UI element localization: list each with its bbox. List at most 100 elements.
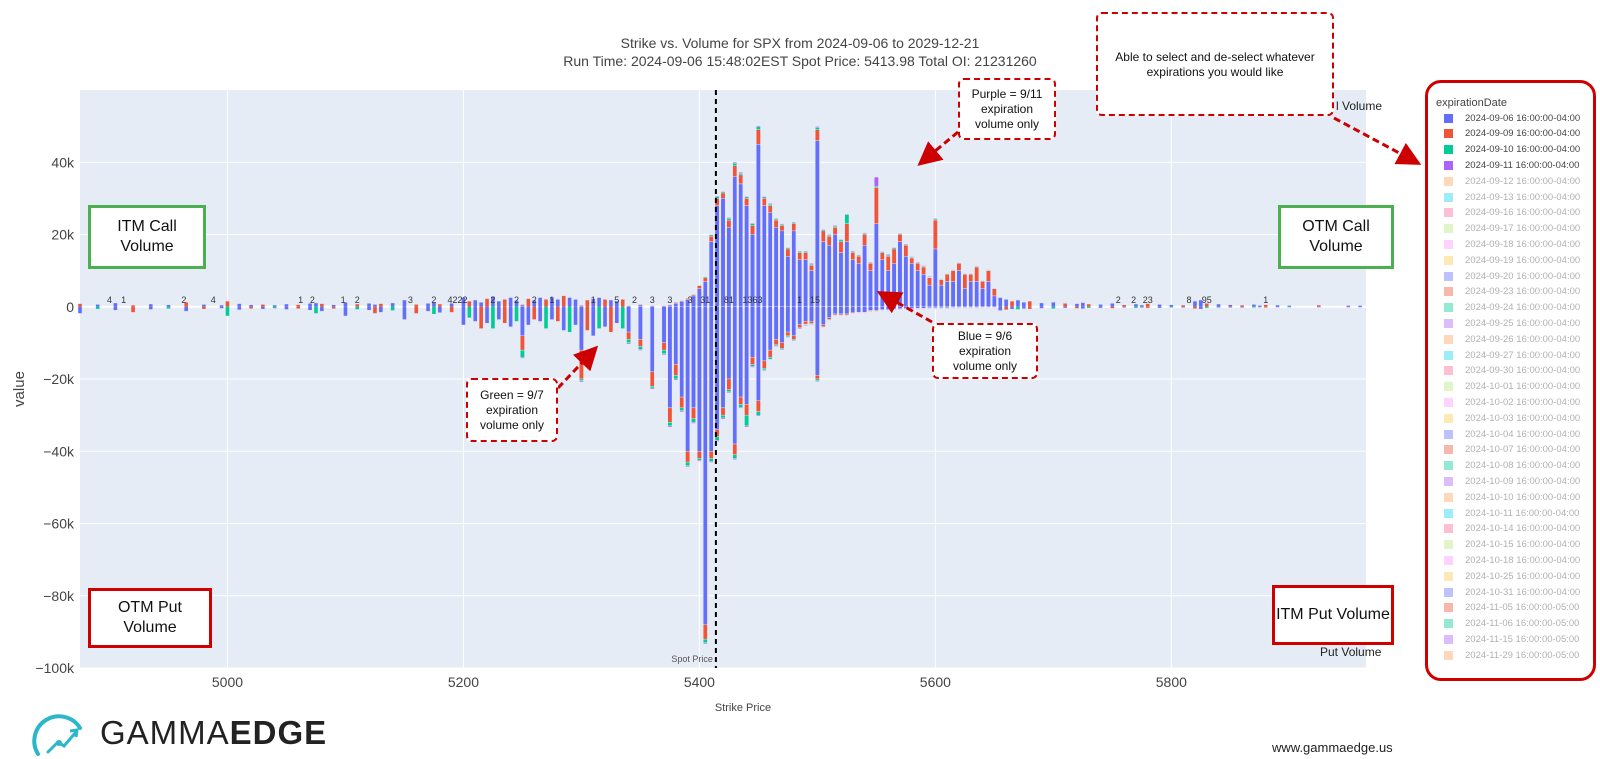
call-volume-bar — [679, 301, 684, 307]
call-volume-bar — [826, 245, 832, 307]
small-put-bar — [331, 306, 336, 309]
legend-item-label: 2024-10-11 16:00:00-04:00 — [1465, 507, 1580, 519]
small-put-bar — [1027, 306, 1032, 309]
call-volume-bar — [921, 266, 926, 275]
legend-item[interactable]: 2024-09-19 16:00:00-04:00 — [1444, 253, 1580, 267]
legend-item-label: 2024-09-06 16:00:00-04:00 — [1465, 112, 1581, 124]
small-call-bar — [1346, 305, 1351, 307]
call-volume-bar — [856, 254, 861, 256]
put-volume-bar — [638, 339, 643, 347]
put-volume-bar — [750, 306, 755, 358]
legend-item-label: 2024-10-25 16:00:00-04:00 — [1465, 570, 1581, 582]
call-volume-bar — [933, 218, 938, 221]
put-volume-bar — [661, 306, 667, 344]
legend-item[interactable]: 2024-09-17 16:00:00-04:00 — [1444, 222, 1580, 236]
put-volume-bar — [726, 306, 732, 380]
put-volume-bar — [915, 308, 920, 310]
put-volume-bar — [791, 339, 797, 341]
small-call-bar — [538, 297, 542, 307]
legend-item[interactable]: 2024-09-26 16:00:00-04:00 — [1444, 332, 1580, 346]
legend-item[interactable]: 2024-09-11 16:00:00-04:00 — [1444, 158, 1579, 172]
small-call-bar — [1051, 302, 1056, 307]
small-put-bar — [561, 306, 566, 331]
call-volume-bar — [708, 234, 714, 236]
put-volume-bar — [785, 335, 791, 337]
legend-item[interactable]: 2024-10-14 16:00:00-04:00 — [1444, 522, 1580, 536]
small-put-bar — [131, 306, 135, 313]
legend-item[interactable]: 2024-09-23 16:00:00-04:00 — [1444, 285, 1580, 299]
bar-count-label: 4 — [211, 295, 216, 305]
legend-item[interactable]: 2024-09-06 16:00:00-04:00 — [1444, 111, 1580, 125]
legend-item[interactable]: 2024-10-25 16:00:00-04:00 — [1444, 569, 1580, 583]
legend-item[interactable]: 2024-09-09 16:00:00-04:00 — [1444, 127, 1580, 141]
call-volume-bar — [933, 219, 938, 250]
call-volume-bar — [685, 298, 690, 300]
small-call-bar — [296, 304, 301, 307]
legend-item[interactable]: 2024-09-27 16:00:00-04:00 — [1444, 348, 1580, 362]
itm-put-volume-label: ITM Put Volume — [1272, 585, 1394, 645]
otm-call-volume-text: OTM Call Volume — [1302, 218, 1370, 255]
legend-item[interactable]: 2024-09-12 16:00:00-04:00 — [1444, 174, 1580, 188]
small-call-bar — [414, 304, 419, 307]
legend-item[interactable]: 2024-10-15 16:00:00-04:00 — [1444, 538, 1580, 552]
legend-item[interactable]: 2024-11-29 16:00:00-05:00 — [1444, 648, 1579, 662]
put-volume-bar — [921, 306, 926, 309]
call-volume-bar — [838, 239, 844, 242]
y-tick-label: −80k — [43, 588, 75, 604]
small-call-bar — [320, 303, 324, 307]
legend-item[interactable]: 2024-10-18 16:00:00-04:00 — [1444, 553, 1580, 567]
legend-item[interactable]: 2024-09-20 16:00:00-04:00 — [1444, 269, 1580, 283]
call-volume-bar — [720, 191, 726, 194]
small-put-bar — [343, 306, 348, 316]
small-put-bar — [1240, 306, 1244, 308]
legend-item[interactable]: 2024-10-11 16:00:00-04:00 — [1444, 506, 1579, 520]
legend-item[interactable]: 2024-11-15 16:00:00-05:00 — [1444, 632, 1579, 646]
call-volume-bar — [909, 263, 915, 307]
put-volume-bar — [891, 309, 897, 311]
legend-swatch — [1444, 239, 1453, 249]
legend-item[interactable]: 2024-10-07 16:00:00-04:00 — [1444, 443, 1580, 457]
small-put-bar — [544, 306, 548, 329]
put-volume-bar — [856, 313, 861, 314]
small-put-bar — [609, 306, 613, 333]
legend-item[interactable]: 2024-11-06 16:00:00-05:00 — [1444, 617, 1579, 631]
small-put-bar — [296, 306, 301, 309]
small-put-bar — [1075, 306, 1079, 309]
legend-item[interactable]: 2024-10-31 16:00:00-04:00 — [1444, 585, 1580, 599]
legend-item[interactable]: 2024-09-13 16:00:00-04:00 — [1444, 190, 1580, 204]
legend-item[interactable]: 2024-09-18 16:00:00-04:00 — [1444, 237, 1580, 251]
call-volume-bar — [915, 263, 920, 271]
legend-item[interactable]: 2024-10-09 16:00:00-04:00 — [1444, 474, 1580, 488]
small-call-bar — [1193, 301, 1197, 307]
small-put-bar — [314, 306, 318, 314]
legend-item[interactable]: 2024-10-01 16:00:00-04:00 — [1444, 380, 1580, 394]
put-volume-bar — [720, 306, 726, 409]
small-put-bar — [113, 306, 118, 311]
legend-item[interactable]: 2024-10-08 16:00:00-04:00 — [1444, 459, 1580, 473]
call-volume-bar — [638, 304, 643, 306]
legend-item[interactable]: 2024-10-03 16:00:00-04:00 — [1444, 411, 1580, 425]
put-volume-bar — [815, 375, 820, 380]
call-volume-bar — [968, 273, 974, 274]
bar-count-label: 3 — [408, 295, 413, 305]
legend-swatch — [1444, 271, 1453, 281]
legend-item-label: 2024-11-05 16:00:00-05:00 — [1465, 602, 1580, 614]
call-volume-bar — [773, 227, 779, 307]
legend-item[interactable]: 2024-09-16 16:00:00-04:00 — [1444, 206, 1580, 220]
small-put-bar — [1169, 306, 1174, 308]
call-volume-bar — [756, 144, 761, 307]
legend-item[interactable]: 2024-09-10 16:00:00-04:00 — [1444, 143, 1580, 157]
legend-item[interactable]: 2024-11-05 16:00:00-05:00 — [1444, 601, 1579, 615]
legend-item[interactable]: 2024-09-24 16:00:00-04:00 — [1444, 301, 1580, 315]
bar-count-label: 8 — [1187, 295, 1192, 305]
legend-item[interactable]: 2024-10-10 16:00:00-04:00 — [1444, 490, 1580, 504]
call-volume-bar — [815, 127, 820, 130]
call-volume-bar — [738, 172, 743, 174]
legend-item[interactable]: 2024-09-30 16:00:00-04:00 — [1444, 364, 1580, 378]
legend-item-label: 2024-10-07 16:00:00-04:00 — [1465, 444, 1581, 456]
legend-item[interactable]: 2024-09-25 16:00:00-04:00 — [1444, 316, 1580, 330]
legend-item[interactable]: 2024-10-02 16:00:00-04:00 — [1444, 395, 1580, 409]
legend-item[interactable]: 2024-10-04 16:00:00-04:00 — [1444, 427, 1580, 441]
put-volume-bar — [649, 306, 655, 372]
legend-swatch — [1444, 429, 1453, 439]
